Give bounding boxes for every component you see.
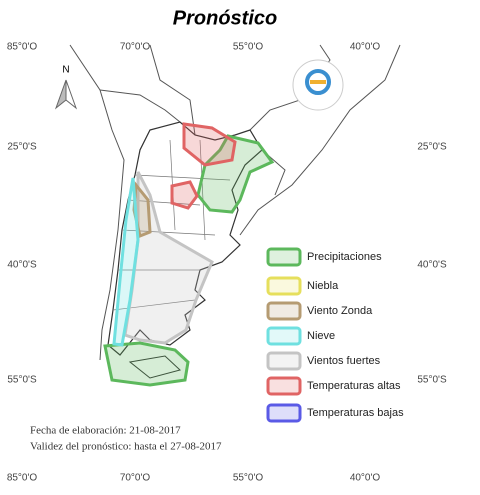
legend-label: Temperaturas altas — [307, 380, 401, 392]
hot-area — [182, 122, 237, 167]
hot-area — [170, 180, 199, 210]
precip-area — [196, 134, 275, 214]
footer-validity: Validez del pronóstico: hasta el 27-08-2… — [30, 441, 222, 453]
legend-label: Viento Zonda — [307, 305, 373, 317]
longitude-label: 70°0'O — [120, 42, 151, 53]
longitude-label: 85°0'O — [7, 473, 38, 484]
latitude-label: 40°0'S — [417, 260, 447, 271]
longitude-label: 40°0'O — [350, 473, 381, 484]
snow-area — [112, 177, 140, 347]
longitude-label: 70°0'O — [120, 473, 151, 484]
legend-label: Temperaturas bajas — [307, 407, 404, 419]
legend-swatch — [266, 301, 302, 321]
north-arrow: N — [54, 65, 78, 110]
tierra-del-fuego — [128, 355, 182, 379]
provinces — [112, 139, 231, 311]
legend-swatch — [266, 326, 302, 346]
longitude-label: 85°0'O — [7, 42, 38, 53]
legend-swatch — [266, 403, 302, 423]
title: Pronóstico — [173, 7, 277, 29]
latitude-label: 25°0'S — [417, 142, 447, 153]
north-label: N — [62, 65, 69, 76]
latitude-label: 55°0'S — [7, 375, 37, 386]
latitude-label: 40°0'S — [7, 260, 37, 271]
legend-swatch — [266, 276, 302, 296]
legend-label: Niebla — [307, 280, 339, 292]
longitude-label: 55°0'O — [233, 473, 264, 484]
latitude-label: 55°0'S — [417, 375, 447, 386]
forecast-areas — [103, 122, 275, 387]
argentina — [107, 121, 263, 356]
legend-label: Vientos fuertes — [307, 355, 381, 367]
precip-area — [103, 341, 190, 387]
longitude-label: 55°0'O — [233, 42, 264, 53]
legend-label: Nieve — [307, 330, 335, 342]
legend-swatch — [266, 351, 302, 371]
logo — [292, 59, 344, 111]
legend-swatch — [266, 247, 302, 267]
legend-label: Precipitaciones — [307, 251, 382, 263]
longitude-label: 40°0'O — [350, 42, 381, 53]
footer-elaboration: Fecha de elaboración: 21-08-2017 — [30, 425, 181, 437]
latitude-label: 25°0'S — [7, 142, 37, 153]
legend-swatch — [266, 376, 302, 396]
